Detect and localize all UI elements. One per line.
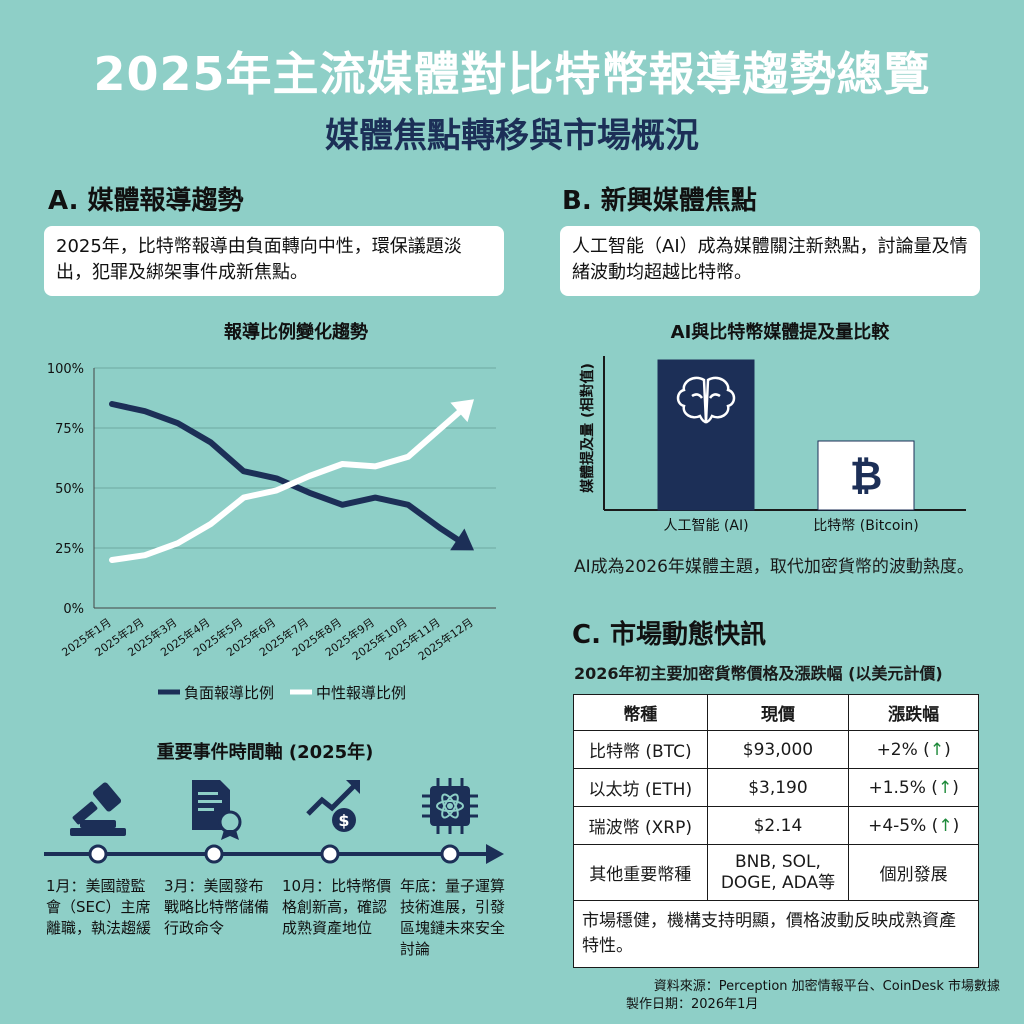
change-cell: +2% (↑) <box>848 730 979 769</box>
source-note: 資料來源：Perception 加密情報平台、CoinDesk 市場數據 <box>653 979 1000 994</box>
creation-date: 製作日期：2026年1月 <box>626 997 759 1012</box>
table-row: 瑞波幣 (XRP) $2.14 +4-5% (↑) <box>573 806 979 845</box>
section-b-note: 人工智能（AI）成為媒體關注新熱點，討論量及情緒波動均超越比特幣。 <box>560 226 980 296</box>
column-header: 現價 <box>706 694 850 731</box>
y-tick-label: 25% <box>55 542 84 557</box>
timeline-track: $ <box>44 778 504 864</box>
coin-cell: 比特幣 (BTC) <box>573 730 708 769</box>
timeline-event-3: 10月：比特幣價格創新高，確認成熟資產地位 <box>282 877 392 937</box>
series-arrowhead-2 <box>450 399 474 423</box>
up-arrow-icon: ↑ <box>937 777 953 798</box>
coin-cell: 以太坊 (ETH) <box>573 768 708 807</box>
change-cell: +4-5% (↑) <box>848 806 979 845</box>
section-a-note: 2025年，比特幣報導由負面轉向中性，環保議題淡出，犯罪及綁架事件成新焦點。 <box>44 226 504 296</box>
price-cell: $93,000 <box>706 730 850 769</box>
change-value: +2% <box>876 739 918 760</box>
bitcoin-icon: ₿ <box>850 454 883 500</box>
price-cell: $2.14 <box>706 806 850 845</box>
timeline-dot-1 <box>88 844 108 864</box>
coin-cell: 瑞波幣 (XRP) <box>573 806 708 845</box>
timeline-dot-3 <box>320 844 340 864</box>
quantum-chip-icon <box>422 778 478 834</box>
bar-category-label: 人工智能 (AI) <box>663 518 748 534</box>
legend-label: 負面報導比例 <box>184 684 274 702</box>
line-chart: 0%25%50%75%100% 2025年1月2025年2月2025年3月202… <box>47 362 496 702</box>
section-a-heading: A. 媒體報導趨勢 <box>48 186 244 216</box>
table-row: 以太坊 (ETH) $3,190 +1.5% (↑) <box>573 768 979 807</box>
section-b-heading: B. 新興媒體焦點 <box>562 186 757 216</box>
y-tick-label: 50% <box>55 482 84 497</box>
crypto-table: 幣種 現價 漲跌幅 比特幣 (BTC) $93,000 +2% (↑) 以太坊 … <box>573 694 979 901</box>
series-line-2 <box>109 409 462 563</box>
crypto-table-wrapper: 幣種 現價 漲跌幅 比特幣 (BTC) $93,000 +2% (↑) 以太坊 … <box>573 694 979 968</box>
table-row: 比特幣 (BTC) $93,000 +2% (↑) <box>573 730 979 769</box>
y-tick-label: 100% <box>47 362 84 377</box>
column-header: 漲跌幅 <box>848 694 979 731</box>
series-arrowhead-1 <box>450 528 474 551</box>
bar-1 <box>657 359 755 511</box>
timeline-title: 重要事件時間軸 (2025年) <box>156 742 374 763</box>
change-cell: +1.5% (↑) <box>848 768 979 807</box>
price-cell: BNB, SOL, DOGE, ADA等 <box>706 844 850 901</box>
up-arrow-icon: ↑ <box>929 739 945 760</box>
table-title: 2026年初主要加密貨幣價格及漲跌幅 (以美元計價) <box>574 664 943 683</box>
document-seal-icon <box>192 780 242 840</box>
timeline-event-1: 1月：美國證監會（SEC）主席離職，執法趨緩 <box>46 877 152 937</box>
timeline-dot-2 <box>204 844 224 864</box>
table-row: 其他重要幣種 BNB, SOL, DOGE, ADA等 個別發展 <box>573 844 979 901</box>
change-cell: 個別發展 <box>848 844 979 901</box>
brain-icon <box>676 376 736 424</box>
table-header-row: 幣種 現價 漲跌幅 <box>573 694 979 731</box>
legend-label: 中性報導比例 <box>316 684 406 702</box>
change-value: +1.5% <box>868 777 926 798</box>
svg-text:$: $ <box>338 811 349 830</box>
gavel-icon <box>70 782 126 836</box>
bar-2 <box>817 440 915 511</box>
market-note: 市場穩健，機構支持明顯，價格波動反映成熟資產特性。 <box>573 901 979 968</box>
bar-chart-title: AI與比特幣媒體提及量比較 <box>670 322 890 343</box>
timeline-event-2: 3月：美國發布戰略比特幣儲備行政命令 <box>164 877 270 937</box>
bar-chart-ylabel: 媒體提及量 (相對值) <box>579 363 596 494</box>
up-arrow-icon: ↑ <box>938 815 953 836</box>
main-title: 2025年主流媒體對比特幣報導趨勢總覽 <box>93 47 931 101</box>
bar-category-label: 比特幣 (Bitcoin) <box>813 518 918 534</box>
section-c-heading: C. 市場動態快訊 <box>572 620 767 650</box>
timeline-event-4: 年底：量子運算技術進展，引發區塊鏈未來安全討論 <box>400 877 506 958</box>
subtitle: 媒體焦點轉移與市場概況 <box>325 116 699 156</box>
timeline-arrow-head <box>486 844 504 864</box>
coin-cell: 其他重要幣種 <box>573 844 708 901</box>
timeline-dot-4 <box>440 844 460 864</box>
change-value: +4-5% <box>868 815 927 836</box>
bar-chart: 媒體提及量 (相對值) 人工智能 (AI) 比特幣 (Bitcoin) ₿ <box>579 356 966 534</box>
line-chart-title: 報導比例變化趨勢 <box>224 322 368 343</box>
bar-chart-caption: AI成為2026年媒體主題，取代加密貨幣的波動熱度。 <box>574 557 974 577</box>
y-tick-label: 75% <box>55 422 84 437</box>
price-cell: $3,190 <box>706 768 850 807</box>
series-line-1 <box>109 401 461 543</box>
column-header: 幣種 <box>573 694 708 731</box>
y-tick-label: 0% <box>63 602 84 617</box>
rising-chart-dollar-icon: $ <box>306 780 360 832</box>
